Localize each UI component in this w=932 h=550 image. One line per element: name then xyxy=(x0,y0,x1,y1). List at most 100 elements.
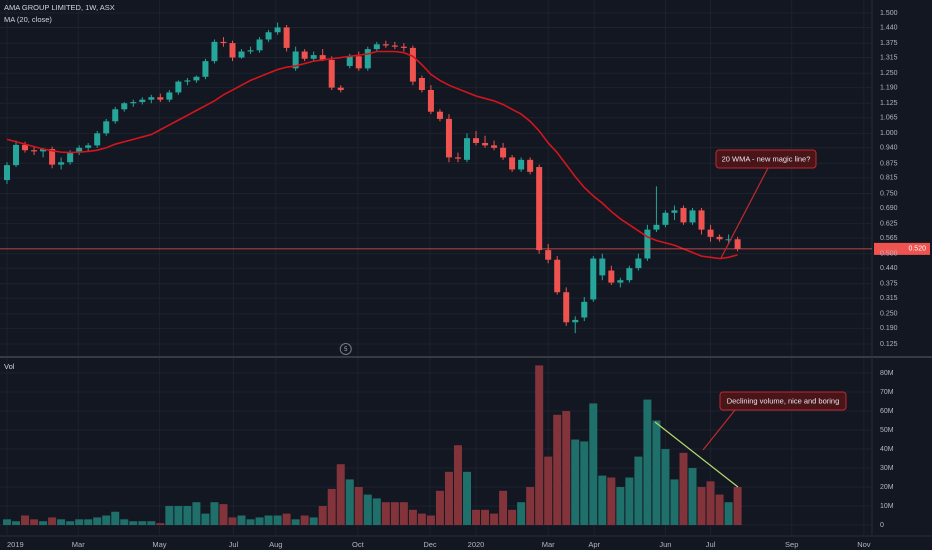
volume-bar xyxy=(183,506,192,526)
volume-bar xyxy=(598,475,607,526)
volume-bar xyxy=(463,471,472,526)
volume-bar xyxy=(670,479,679,526)
volume-bar xyxy=(607,477,616,526)
marks xyxy=(0,22,930,526)
candle-body xyxy=(427,90,434,112)
moving-average-line xyxy=(6,50,738,260)
volume-bar xyxy=(453,445,462,526)
volume-bar xyxy=(426,515,435,526)
volume-bar xyxy=(84,519,93,526)
y-tick-label: 1.440 xyxy=(880,24,898,31)
volume-bar xyxy=(535,365,544,526)
y-tick-label: 0.250 xyxy=(880,311,898,318)
y-tick-label: 70M xyxy=(880,389,894,396)
x-tick-label: May xyxy=(152,540,166,549)
volume-bar xyxy=(345,479,354,526)
volume-bar xyxy=(589,403,598,526)
y-tick-label: 1.000 xyxy=(880,130,898,137)
y-tick-label: 0.440 xyxy=(880,265,898,272)
last-price-box xyxy=(874,242,930,255)
volume-bar xyxy=(381,502,390,526)
volume-bar xyxy=(246,519,255,526)
candle-body xyxy=(310,55,317,59)
event-marker xyxy=(339,343,352,355)
volume-bar xyxy=(165,506,174,526)
volume-bar xyxy=(490,513,499,526)
y-tick-label: 0.750 xyxy=(880,190,898,197)
volume-bar xyxy=(147,521,156,526)
volume-bar xyxy=(12,521,21,526)
candle-body xyxy=(563,292,570,323)
callout-box xyxy=(719,391,847,411)
candle-body xyxy=(319,55,326,60)
x-tick-label: Oct xyxy=(352,540,365,549)
volume-bar xyxy=(156,523,165,526)
y-tick-label: 1.190 xyxy=(880,84,898,91)
callout-text: 20 WMA - new magic line? xyxy=(722,154,811,163)
y-tick-label: 0 xyxy=(880,522,884,529)
volume-bar xyxy=(192,502,201,526)
candle-body xyxy=(103,121,110,134)
candle-body xyxy=(509,157,516,170)
candle-body xyxy=(364,49,371,69)
x-tick-label: Dec xyxy=(423,540,437,549)
y-tick-label: 30M xyxy=(880,465,894,472)
candle-body xyxy=(166,92,173,100)
candle-body xyxy=(373,44,380,50)
candle-body xyxy=(617,280,624,283)
volume-bar xyxy=(499,490,508,526)
x-tick-label: Sep xyxy=(785,540,798,549)
candle-body xyxy=(274,27,281,33)
volume-bar xyxy=(111,511,120,526)
volume-bar xyxy=(282,513,291,526)
candle-body xyxy=(382,44,389,46)
candle-body xyxy=(725,239,732,241)
y-tick-label: 0.875 xyxy=(880,160,898,167)
candle-body xyxy=(518,159,525,170)
volume-bar xyxy=(733,487,742,526)
volume-bar xyxy=(553,414,562,526)
candle-body xyxy=(31,150,38,152)
volume-bar xyxy=(273,515,282,526)
candle-body xyxy=(418,77,425,91)
volume-bar xyxy=(417,513,426,526)
y-tick-label: 0.375 xyxy=(880,281,898,288)
volume-bar xyxy=(435,490,444,526)
candle-body xyxy=(112,109,119,122)
candle-body xyxy=(139,99,146,103)
volume-bar xyxy=(562,411,571,526)
volume-bar xyxy=(580,441,589,526)
x-tick-label: Apr xyxy=(588,540,600,549)
volume-bar xyxy=(336,464,345,526)
last-price-label: 0.520 xyxy=(908,246,926,253)
candle-body xyxy=(211,41,218,62)
callout-text: Declining volume, nice and boring xyxy=(727,396,840,405)
candle-body xyxy=(265,32,272,40)
candle-body xyxy=(671,210,678,213)
y-tick-label: 0.690 xyxy=(880,205,898,212)
volume-bar xyxy=(309,517,318,526)
volume-bar xyxy=(2,519,11,526)
candle-body xyxy=(554,259,561,293)
y-tick-label: 80M xyxy=(880,370,894,377)
candle-body xyxy=(581,301,588,318)
volume-bar xyxy=(697,487,706,526)
trend-line xyxy=(654,421,739,488)
candle-body xyxy=(229,43,236,58)
candle-body xyxy=(3,165,10,181)
candle-body xyxy=(49,148,56,165)
candle-body xyxy=(409,47,416,82)
volume-bar xyxy=(661,449,670,526)
candle-body xyxy=(85,145,92,148)
callout-pointer xyxy=(720,167,769,259)
candle-body xyxy=(247,50,254,52)
candle-body xyxy=(599,258,606,276)
volume-bar xyxy=(66,521,75,526)
volume-bar xyxy=(616,487,625,526)
indicator-label: MA (20, close) xyxy=(4,15,52,24)
volume-bar xyxy=(643,399,652,526)
candle-body xyxy=(283,27,290,48)
candle-body xyxy=(572,319,579,323)
candle-body xyxy=(689,210,696,223)
